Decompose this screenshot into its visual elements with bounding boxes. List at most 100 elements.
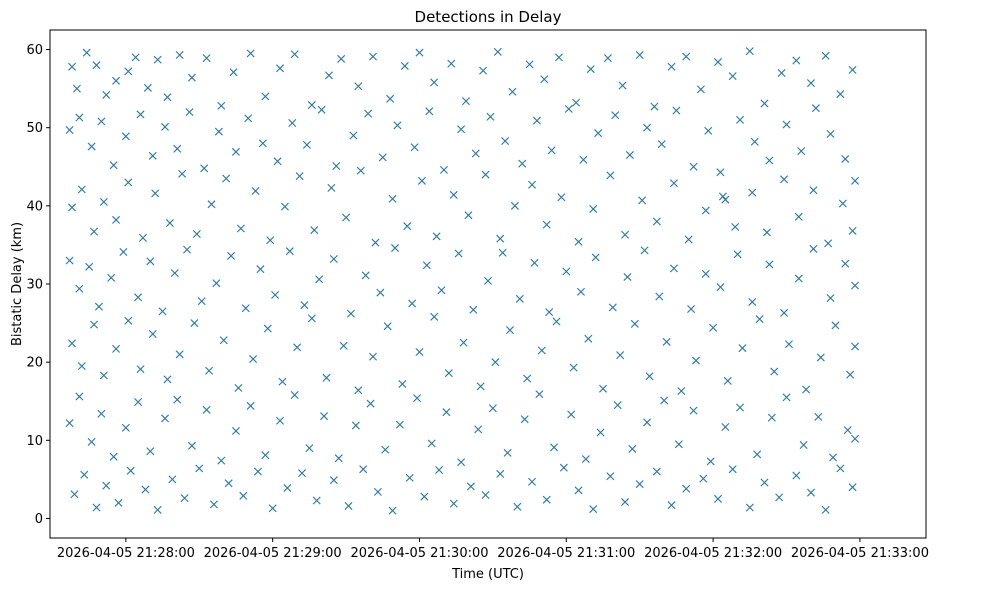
data-point bbox=[427, 439, 436, 448]
data-point bbox=[765, 156, 774, 165]
data-point bbox=[596, 428, 605, 437]
data-point bbox=[92, 61, 101, 70]
data-point bbox=[557, 193, 566, 202]
data-point bbox=[797, 147, 806, 156]
x-tick-label: 2026-04-05 21:30:00 bbox=[350, 546, 488, 561]
data-point bbox=[807, 79, 815, 88]
data-point bbox=[728, 72, 737, 81]
data-point bbox=[535, 390, 544, 399]
data-point bbox=[623, 272, 632, 281]
data-point bbox=[733, 250, 742, 259]
data-point bbox=[302, 140, 311, 149]
data-point bbox=[506, 326, 515, 335]
data-point bbox=[85, 262, 94, 271]
data-point bbox=[572, 98, 581, 107]
data-point bbox=[532, 116, 541, 125]
y-tick-label: 30 bbox=[26, 278, 43, 293]
data-point bbox=[454, 249, 463, 258]
data-point bbox=[851, 281, 860, 290]
data-point bbox=[841, 259, 850, 268]
data-point bbox=[138, 233, 147, 242]
data-point bbox=[484, 276, 492, 285]
data-point bbox=[554, 53, 563, 62]
data-point bbox=[674, 440, 683, 449]
data-point bbox=[589, 505, 598, 514]
data-point bbox=[227, 251, 236, 260]
data-point bbox=[369, 52, 377, 61]
data-point bbox=[324, 71, 333, 80]
data-point bbox=[202, 54, 211, 63]
data-point bbox=[403, 222, 412, 231]
data-point bbox=[618, 81, 627, 90]
data-point bbox=[611, 111, 620, 120]
data-point bbox=[187, 73, 196, 82]
data-point bbox=[777, 68, 786, 77]
data-point bbox=[481, 491, 490, 500]
data-point bbox=[606, 472, 615, 481]
data-point bbox=[356, 166, 365, 175]
data-point bbox=[168, 475, 177, 484]
data-point bbox=[212, 279, 221, 288]
data-point bbox=[75, 392, 84, 401]
data-point bbox=[586, 65, 595, 74]
data-point bbox=[70, 490, 79, 499]
data-point bbox=[669, 264, 678, 273]
data-point bbox=[699, 474, 708, 483]
data-point bbox=[246, 49, 255, 58]
data-point bbox=[466, 482, 475, 491]
data-point bbox=[564, 104, 573, 113]
data-point bbox=[290, 390, 299, 399]
data-point bbox=[77, 362, 86, 371]
data-point bbox=[410, 143, 419, 152]
data-point bbox=[542, 495, 551, 504]
data-point bbox=[459, 338, 468, 347]
data-point bbox=[765, 260, 774, 269]
data-point bbox=[244, 114, 253, 123]
data-point bbox=[826, 294, 835, 303]
data-point bbox=[202, 405, 211, 414]
data-point bbox=[608, 303, 617, 312]
data-point bbox=[706, 457, 715, 466]
data-point bbox=[640, 246, 649, 255]
data-point bbox=[143, 83, 152, 92]
data-point bbox=[621, 498, 630, 507]
data-point bbox=[322, 373, 331, 382]
data-point bbox=[151, 189, 160, 198]
data-point bbox=[802, 385, 811, 394]
data-point bbox=[305, 444, 314, 453]
data-point bbox=[344, 501, 353, 510]
data-point bbox=[425, 107, 434, 116]
data-point bbox=[843, 426, 852, 435]
data-point bbox=[75, 113, 84, 122]
data-point bbox=[165, 219, 174, 228]
data-point bbox=[584, 334, 593, 343]
data-point bbox=[119, 247, 128, 256]
data-point bbox=[256, 265, 265, 274]
data-point bbox=[652, 217, 661, 226]
data-point bbox=[271, 290, 280, 299]
data-point bbox=[109, 161, 118, 170]
data-point bbox=[552, 317, 561, 326]
data-point bbox=[687, 305, 696, 313]
data-point bbox=[574, 486, 583, 495]
data-point bbox=[430, 312, 439, 321]
data-point bbox=[807, 488, 815, 497]
x-tick-label: 2026-04-05 21:28:00 bbox=[57, 546, 195, 561]
data-point bbox=[430, 78, 439, 87]
data-point bbox=[728, 465, 737, 474]
data-point bbox=[682, 52, 691, 61]
data-point bbox=[361, 271, 370, 280]
data-point bbox=[677, 387, 686, 396]
data-point bbox=[547, 146, 556, 155]
data-point bbox=[594, 129, 603, 138]
data-point bbox=[134, 293, 143, 302]
data-point bbox=[574, 237, 583, 246]
data-point bbox=[92, 503, 101, 512]
data-point bbox=[721, 423, 730, 432]
data-point bbox=[99, 371, 108, 380]
data-point bbox=[613, 401, 622, 410]
data-point bbox=[217, 101, 226, 110]
data-point bbox=[809, 244, 818, 253]
data-point bbox=[170, 269, 179, 278]
data-point bbox=[714, 58, 722, 67]
